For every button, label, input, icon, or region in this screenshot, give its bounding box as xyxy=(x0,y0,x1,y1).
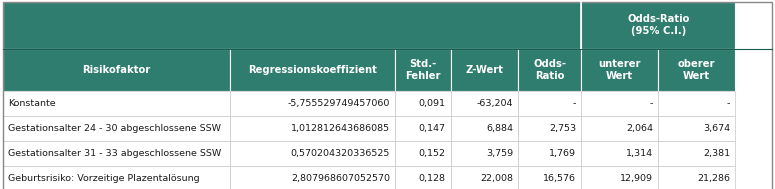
Bar xyxy=(518,141,581,166)
Bar xyxy=(3,91,230,116)
Text: 6,884: 6,884 xyxy=(486,124,513,133)
Text: 0,570204320336525: 0,570204320336525 xyxy=(291,149,390,158)
Text: Gestationsalter 31 - 33 abgeschlossene SSW: Gestationsalter 31 - 33 abgeschlossene S… xyxy=(8,149,221,158)
Bar xyxy=(581,116,658,141)
Bar xyxy=(3,2,581,49)
Text: 3,759: 3,759 xyxy=(486,149,513,158)
Bar xyxy=(658,91,735,116)
Text: Geburtsrisiko: Vorzeitige Plazentalösung: Geburtsrisiko: Vorzeitige Plazentalösung xyxy=(8,174,200,183)
Text: -63,204: -63,204 xyxy=(477,99,513,108)
Text: Std.-
Fehler: Std.- Fehler xyxy=(405,59,441,81)
Bar xyxy=(230,166,395,189)
Bar xyxy=(3,141,230,166)
Bar xyxy=(395,49,450,91)
Text: oberer
Wert: oberer Wert xyxy=(678,59,715,81)
Text: -: - xyxy=(573,99,577,108)
Bar xyxy=(518,116,581,141)
Text: Z-Wert: Z-Wert xyxy=(466,65,504,75)
Bar xyxy=(658,141,735,166)
Bar xyxy=(450,166,518,189)
Bar xyxy=(230,49,395,91)
Bar xyxy=(450,49,518,91)
Text: 0,152: 0,152 xyxy=(418,149,446,158)
Bar xyxy=(395,166,450,189)
Text: -5,755529749457060: -5,755529749457060 xyxy=(288,99,390,108)
Bar xyxy=(518,166,581,189)
Bar xyxy=(450,116,518,141)
Text: 0,147: 0,147 xyxy=(418,124,446,133)
Bar xyxy=(230,116,395,141)
Text: Risikofaktor: Risikofaktor xyxy=(82,65,150,75)
Text: Regressionskoeffizient: Regressionskoeffizient xyxy=(248,65,377,75)
Bar xyxy=(3,166,230,189)
Text: Konstante: Konstante xyxy=(8,99,56,108)
Text: 2,753: 2,753 xyxy=(549,124,577,133)
Bar xyxy=(3,49,230,91)
Bar xyxy=(3,116,230,141)
Text: 2,064: 2,064 xyxy=(626,124,653,133)
Text: 2,807968607052570: 2,807968607052570 xyxy=(291,174,390,183)
Text: Odds-Ratio
(95% C.I.): Odds-Ratio (95% C.I.) xyxy=(627,15,690,36)
Text: 1,769: 1,769 xyxy=(549,149,577,158)
Bar xyxy=(230,141,395,166)
Bar xyxy=(581,91,658,116)
Bar xyxy=(658,49,735,91)
Bar xyxy=(581,49,658,91)
Bar xyxy=(395,116,450,141)
Bar xyxy=(518,91,581,116)
Text: 12,909: 12,909 xyxy=(620,174,653,183)
Text: 0,128: 0,128 xyxy=(418,174,446,183)
Bar xyxy=(581,166,658,189)
Text: 21,286: 21,286 xyxy=(697,174,730,183)
Text: 1,314: 1,314 xyxy=(626,149,653,158)
Text: 22,008: 22,008 xyxy=(480,174,513,183)
Text: 1,012812643686085: 1,012812643686085 xyxy=(291,124,390,133)
Bar xyxy=(230,91,395,116)
Text: 3,674: 3,674 xyxy=(703,124,730,133)
Bar xyxy=(395,91,450,116)
Bar xyxy=(450,91,518,116)
Text: 16,576: 16,576 xyxy=(543,174,577,183)
Text: 2,381: 2,381 xyxy=(703,149,730,158)
Text: -: - xyxy=(727,99,730,108)
Text: Odds-
Ratio: Odds- Ratio xyxy=(533,59,567,81)
Bar xyxy=(658,166,735,189)
Bar xyxy=(518,49,581,91)
Text: Gestationsalter 24 - 30 abgeschlossene SSW: Gestationsalter 24 - 30 abgeschlossene S… xyxy=(8,124,221,133)
Bar xyxy=(658,116,735,141)
Bar xyxy=(581,2,735,49)
Text: -: - xyxy=(649,99,653,108)
Bar xyxy=(395,141,450,166)
Text: 0,091: 0,091 xyxy=(418,99,446,108)
Bar xyxy=(581,141,658,166)
Text: unterer
Wert: unterer Wert xyxy=(598,59,641,81)
Bar xyxy=(450,141,518,166)
